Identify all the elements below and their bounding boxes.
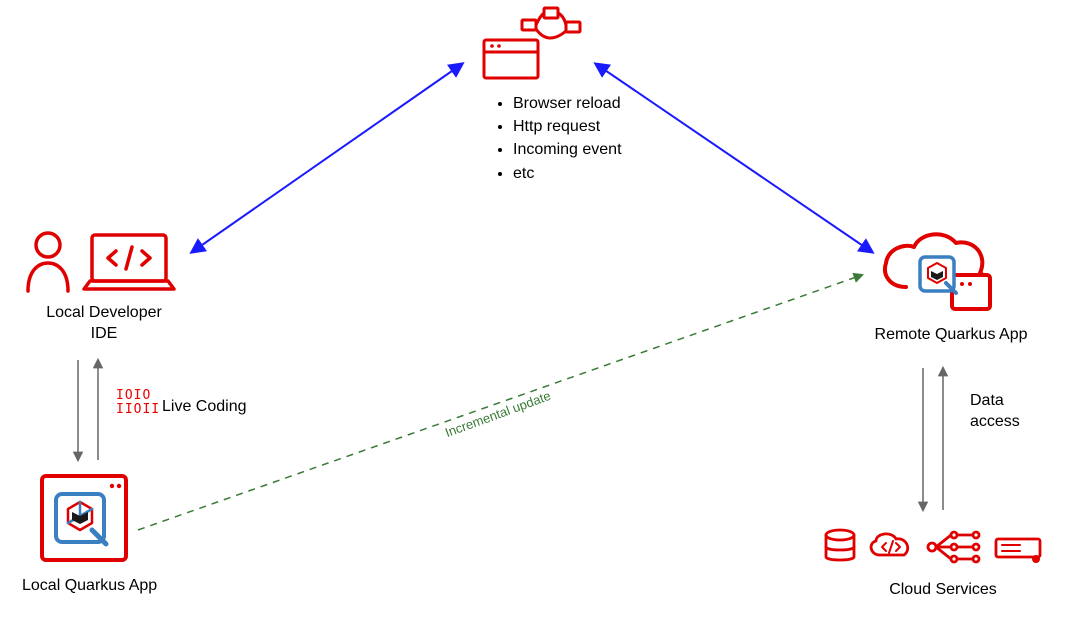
ide-label-line2: IDE [24,324,184,345]
data-access-label: Data access [970,391,1020,433]
event-list-item: Incoming event [513,138,689,161]
local-app-icon [38,472,130,564]
cloud-services-label: Cloud Services [868,580,1018,601]
data-access-line1: Data [970,391,1020,412]
event-list-item: Http request [513,115,689,138]
event-list-item: Browser reload [513,92,689,115]
event-list-item: etc [513,162,689,185]
data-access-line2: access [970,412,1020,433]
remote-app-icon [876,225,996,315]
live-coding-label: Live Coding [162,397,247,418]
browser-icon [474,6,584,84]
edge-ide-to-top [192,64,462,252]
diagram-stage: Browser reloadHttp requestIncoming event… [0,0,1073,632]
developer-ide-icon [22,227,182,297]
cloud-services-icons [820,525,1050,565]
ide-label-line1: Local Developer [24,303,184,324]
local-app-label: Local Quarkus App [22,576,202,597]
remote-app-label: Remote Quarkus App [856,325,1046,346]
event-list: Browser reloadHttp requestIncoming event… [489,92,689,185]
incremental-update-label: Incremental update [443,388,553,440]
binary-icon: IOIOIIOII [116,389,160,416]
edge-local-to-remote [138,275,862,530]
ide-label: Local Developer IDE [24,303,184,345]
